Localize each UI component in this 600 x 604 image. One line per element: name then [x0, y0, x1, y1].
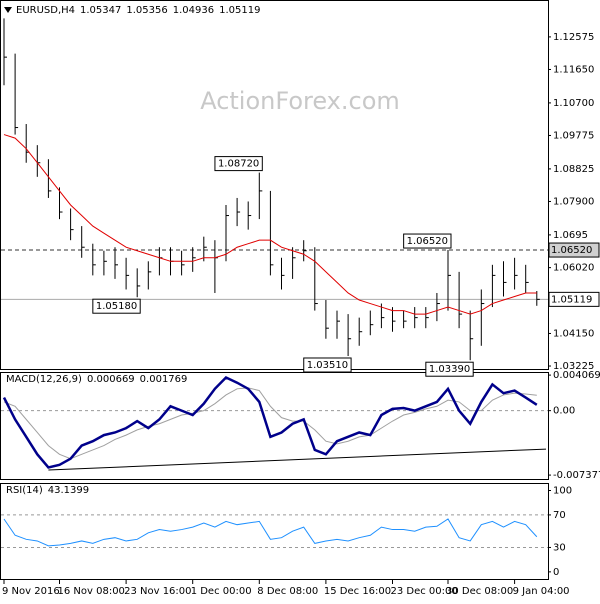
x-tick-label: 9 Jan 04:00	[513, 586, 570, 597]
indicator-header: RSI(14)	[6, 485, 43, 496]
y-tick-label: 1.07900	[553, 196, 594, 207]
indicator-header: 43.1399	[48, 485, 89, 496]
level-label: 1.05119	[551, 294, 592, 305]
y-tick-label: 1.0695	[553, 230, 588, 241]
annotation-label: 1.03390	[429, 364, 470, 375]
annotation-label: 1.08720	[218, 159, 259, 170]
price-pane	[0, 0, 549, 370]
y-tick-label: 70	[553, 510, 566, 521]
y-tick-label: 0.004069	[553, 370, 600, 381]
rsi-pane	[0, 483, 549, 580]
y-tick-label: 30	[553, 542, 566, 553]
header-text: EURUSD,H4	[16, 5, 75, 16]
y-tick-label: -0.007377	[553, 470, 600, 481]
level-label: 1.06520	[551, 245, 592, 256]
level-box	[548, 242, 600, 258]
x-tick-label: 15 Dec 16:00	[324, 586, 391, 597]
annotation-box	[214, 156, 263, 172]
x-tick-label: 8 Dec 08:00	[257, 586, 318, 597]
y-tick-label: 1.06020	[553, 263, 594, 274]
indicator-header: 0.001769	[140, 374, 188, 385]
header-text: 1.05356	[126, 5, 167, 16]
y-tick-label: 0.00	[553, 406, 575, 417]
x-tick-label: 16 Nov 08:00	[58, 586, 125, 597]
y-tick-label: 1.03225	[553, 361, 594, 372]
indicator-line	[3, 518, 538, 547]
header-text: 1.05119	[219, 5, 260, 16]
annotation-label: 1.03510	[307, 360, 348, 371]
header-text: 1.04936	[173, 5, 214, 16]
annotation-label: 1.06520	[407, 236, 448, 247]
y-tick-label: 0	[553, 567, 559, 578]
annotation-box	[303, 357, 352, 373]
y-tick-label: 1.10700	[553, 98, 594, 109]
level-box	[548, 291, 600, 307]
menu-icon	[4, 7, 12, 13]
x-tick-label: 23 Nov 16:00	[124, 586, 191, 597]
annotation-box	[425, 361, 474, 377]
header-text: 1.05347	[80, 5, 121, 16]
y-tick-label: 100	[553, 486, 572, 497]
indicator-header: MACD(12,26,9)	[6, 374, 82, 385]
indicator-line	[3, 387, 537, 460]
y-tick-label: 1.08825	[553, 164, 594, 175]
annotation-box	[403, 233, 452, 249]
x-tick-label: 9 Nov 2016	[2, 586, 60, 597]
x-tick-label: 30 Dec 08:00	[446, 586, 513, 597]
y-tick-label: 1.04150	[553, 328, 594, 339]
x-tick-label: 23 Dec 00:00	[391, 586, 458, 597]
watermark: ActionForex.com	[200, 87, 400, 115]
indicator-header: 0.000669	[87, 374, 135, 385]
y-tick-label: 1.11650	[553, 64, 594, 75]
trend-line	[48, 448, 547, 471]
y-tick-label: 1.12575	[553, 32, 594, 43]
x-tick-label: 1 Dec 00:00	[191, 586, 252, 597]
macd-pane	[0, 372, 549, 480]
annotation-label: 1.05180	[96, 301, 137, 312]
y-tick-label: 1.09775	[553, 130, 594, 141]
annotation-box	[92, 298, 141, 314]
indicator-line	[2, 375, 538, 469]
moving-average	[3, 134, 537, 315]
